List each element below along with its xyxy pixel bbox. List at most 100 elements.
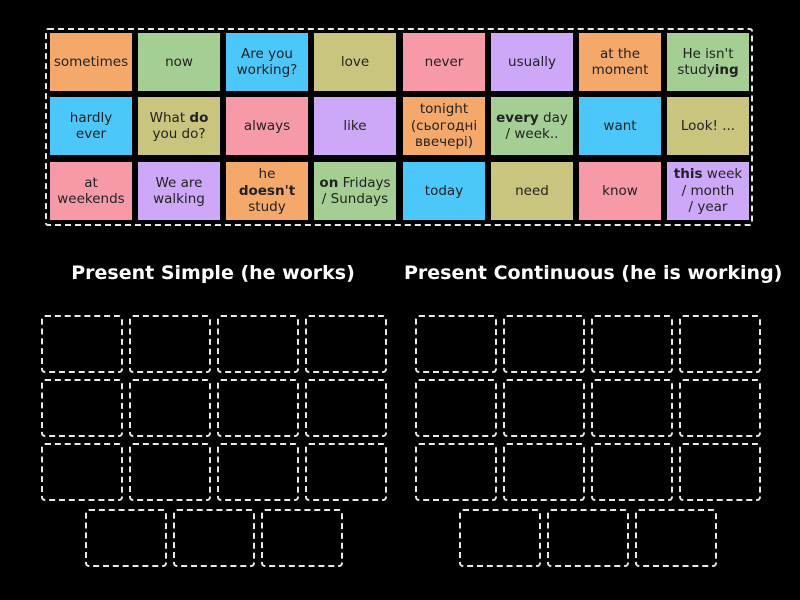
tile-text-line: studying [677,62,739,78]
tile-label: at the moment [592,46,649,79]
word-tile[interactable]: this week / month / year [667,162,749,220]
tile-text-line: moment [591,62,649,78]
tile-label: never [425,54,464,71]
drop-slot[interactable] [635,509,717,567]
word-tile[interactable]: at the moment [579,33,661,91]
word-tile[interactable]: sometimes [50,33,132,91]
tile-text-line: ever [75,126,107,142]
drop-slot[interactable] [415,379,497,437]
tile-text-line: at [84,174,98,191]
tile-text-line: Are you [241,45,293,62]
word-tile[interactable]: know [579,162,661,220]
drop-slot[interactable] [217,443,299,501]
word-tile[interactable]: want [579,97,661,155]
tile-text-line: every day [496,109,568,126]
tile-text-line: He isn't [682,45,734,62]
tile-label: love [341,54,369,71]
drop-slot[interactable] [591,443,673,501]
word-tile[interactable]: hardly ever [50,97,132,155]
drop-slot[interactable] [217,315,299,373]
drop-slot[interactable] [261,509,343,567]
tile-text-line: / year [688,199,728,216]
word-tile[interactable]: need [491,162,573,220]
word-tile[interactable]: at weekends [50,162,132,220]
tile-label: today [425,183,463,200]
tile-text-line: he [258,166,276,183]
drop-slot[interactable] [305,443,387,501]
word-tile[interactable]: Are you working? [226,33,308,91]
word-tile[interactable]: he doesn't study [226,162,308,220]
tile-text-line: weekends [57,191,125,207]
drop-slot[interactable] [305,315,387,373]
tile-text-line: We are [155,174,203,191]
tile-label: now [165,54,193,71]
group-heading-present-simple: Present Simple (he works) [71,262,355,284]
tile-text-line: like [343,117,367,134]
word-tile[interactable]: always [226,97,308,155]
drop-slot[interactable] [591,379,673,437]
drop-slot[interactable] [503,443,585,501]
drop-slot[interactable] [547,509,629,567]
tile-text-line: / month [681,182,735,199]
drop-slot[interactable] [41,443,123,501]
drop-slot[interactable] [503,315,585,373]
drop-slot[interactable] [679,379,761,437]
tile-text-line: study [248,199,286,216]
tile-label: Are you working? [237,46,298,79]
word-tile[interactable]: never [403,33,485,91]
word-tile[interactable]: Look! ... [667,97,749,155]
tile-label: He isn't studying [677,46,738,79]
word-tile[interactable]: tonight (сьогодні ввечері) [403,97,485,155]
word-tile[interactable]: like [314,97,396,155]
drop-slot[interactable] [129,315,211,373]
drop-slot[interactable] [459,509,541,567]
tile-label: he doesn't study [239,166,295,216]
word-tile[interactable]: on Fridays / Sundays [314,162,396,220]
word-tile[interactable]: every day / week.. [491,97,573,155]
drop-slot[interactable] [129,443,211,501]
word-tile[interactable]: He isn't studying [667,33,749,91]
word-tile[interactable]: We are walking [138,162,220,220]
tile-label: want [603,118,636,135]
tile-label: every day / week.. [496,110,568,143]
drop-slot[interactable] [305,379,387,437]
word-tile[interactable]: What do you do? [138,97,220,155]
word-tray: sometimes now Are you working? love never usua… [45,28,753,226]
drop-slot[interactable] [415,315,497,373]
tile-label: Look! ... [681,118,735,135]
tile-text-line: this week [673,166,743,183]
tile-text-line: / Sundays [321,191,389,207]
drop-slot[interactable] [173,509,255,567]
word-tile[interactable]: now [138,33,220,91]
tile-text-line: on Fridays [319,174,391,191]
tile-label: tonight (сьогодні ввечері) [411,101,477,151]
tile-text-line: now [165,53,193,70]
tile-text-line: What do [149,109,209,126]
tile-text-line: at the [599,45,640,62]
tile-label: like [343,118,366,135]
tile-text-line: today [424,182,464,199]
tile-label: this week / month / year [674,166,743,216]
word-tile[interactable]: love [314,33,396,91]
drop-slot[interactable] [679,443,761,501]
tile-text-line: usually [508,53,556,70]
drop-slot[interactable] [129,379,211,437]
tile-label: on Fridays / Sundays [319,175,390,208]
drop-slot[interactable] [85,509,167,567]
word-tile[interactable]: today [403,162,485,220]
tile-text-line: / week.. [505,126,559,142]
tile-text-line: know [602,182,638,199]
drop-slot[interactable] [41,379,123,437]
drop-slot[interactable] [591,315,673,373]
drop-slot[interactable] [217,379,299,437]
word-tile[interactable]: usually [491,33,573,91]
drop-slot[interactable] [503,379,585,437]
tile-text-line: doesn't [238,182,296,199]
drop-slot[interactable] [679,315,761,373]
tile-text-line: walking [153,191,205,207]
tile-text-line: tonight [419,101,469,118]
tile-text-line: always [243,117,291,134]
drop-slot[interactable] [41,315,123,373]
drop-slot[interactable] [415,443,497,501]
